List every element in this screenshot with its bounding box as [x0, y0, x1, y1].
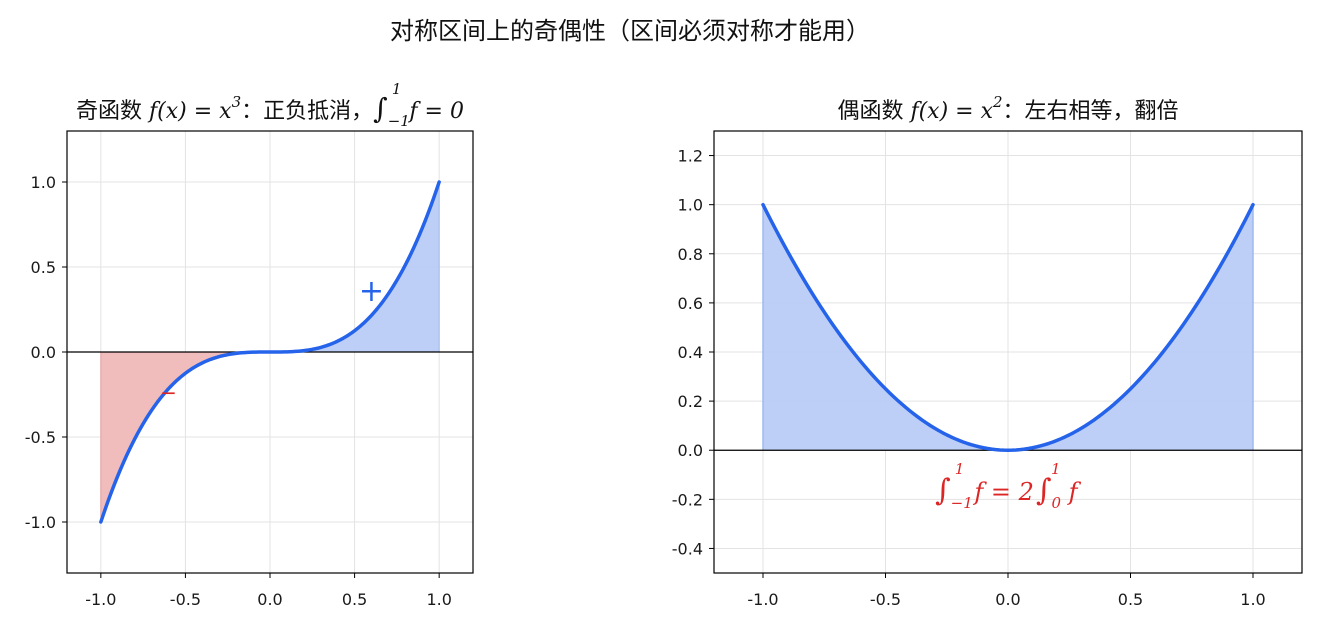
odd-curve [99, 180, 441, 524]
odd-title-suffix: ：正负抵消， [241, 99, 373, 124]
even-title-func: f(x) = x [908, 99, 993, 124]
even-ytick-label-7: 1.0 [678, 196, 703, 215]
odd-ytick-label-3: 0.5 [31, 258, 56, 277]
odd-title-exp: 3 [232, 93, 242, 111]
odd-xtick-label-3: 0.5 [342, 590, 367, 609]
even-xtick-label-2: 0.0 [995, 590, 1020, 609]
odd-function-chart: 奇函数 f(x) = x3：正负抵消，∫−1 1 f = 0 -1.0 -0.5 0.0… [25, 80, 474, 609]
even-ytick-label-2: 0.0 [678, 441, 703, 460]
ann-lhs-lower: −1 [951, 494, 973, 512]
even-xtick-label-0: -1.0 [747, 590, 778, 609]
even-xtick-label-4: 1.0 [1240, 590, 1265, 609]
odd-title-prefix: 奇函数 [76, 99, 149, 124]
odd-xtick-label-1: -0.5 [170, 590, 201, 609]
odd-chart-title: 奇函数 f(x) = x3：正负抵消，∫−1 1 f = 0 [76, 80, 464, 130]
odd-title-func: f(x) = x [147, 99, 232, 124]
odd-title-integral: ∫ [373, 92, 388, 125]
odd-positive-area [270, 182, 440, 352]
even-ytick-label-3: 0.2 [678, 392, 703, 411]
even-plot-area: -1.0 -0.5 0.0 0.5 1.0 -0.4 -0.2 0.0 0.2 0.4 0.6 0.8… [672, 130, 1303, 609]
ann-lhs-integral: ∫ [935, 473, 951, 508]
odd-ytick-label-4: 1.0 [31, 173, 56, 192]
even-ytick-label-5: 0.6 [678, 294, 703, 313]
odd-ytick-label-1: -0.5 [25, 428, 56, 447]
even-title-suffix: ：左右相等，翻倍 [1003, 99, 1179, 124]
odd-title-upper: 1 [392, 80, 402, 98]
odd-negative-area [100, 352, 270, 522]
ann-rhs-lower: 0 [1051, 494, 1061, 512]
figure-suptitle: 对称区间上的奇偶性（区间必须对称才能用） [390, 17, 870, 45]
even-title-prefix: 偶函数 [837, 99, 910, 124]
odd-ytick-label-0: -1.0 [25, 513, 56, 532]
ann-rhs-integral: ∫ [1036, 473, 1052, 508]
even-xtick-label-1: -0.5 [870, 590, 901, 609]
odd-xtick-label-4: 1.0 [426, 590, 451, 609]
ann-lhs-f: f = 2 [972, 478, 1034, 506]
even-curve [761, 202, 1255, 452]
ann-rhs-f: f [1067, 478, 1082, 506]
odd-plot-area: -1.0 -0.5 0.0 0.5 1.0 -1.0 -0.5 0.0 0.5 1.0 + − [25, 130, 474, 609]
even-ytick-label-1: -0.2 [672, 490, 703, 509]
even-title-exp: 2 [992, 93, 1003, 111]
odd-annotation-0: + [359, 274, 384, 309]
even-chart-title: 偶函数 f(x) = x2：左右相等，翻倍 [837, 93, 1178, 124]
odd-title-lower: −1 [388, 112, 410, 130]
ann-rhs-upper: 1 [1051, 460, 1061, 478]
even-ytick-label-6: 0.8 [678, 245, 703, 264]
even-function-chart: 偶函数 f(x) = x2：左右相等，翻倍 -1.0 -0.5 0.0 0.5 1.0-… [672, 93, 1303, 609]
even-integral-annotation: ∫−11f = 2∫01f [935, 460, 1082, 512]
odd-ytick-label-2: 0.0 [31, 343, 56, 362]
even-xtick-label-3: 0.5 [1118, 590, 1143, 609]
ann-lhs-upper: 1 [955, 460, 965, 478]
odd-title-tail: f = 0 [407, 99, 464, 124]
even-ytick-label-4: 0.4 [678, 343, 703, 362]
even-ytick-label-0: -0.4 [672, 539, 703, 558]
odd-xtick-label-2: 0.0 [257, 590, 282, 609]
odd-xtick-label-0: -1.0 [85, 590, 116, 609]
even-ytick-label-8: 1.2 [678, 147, 703, 166]
odd-annotation-1: − [160, 380, 177, 404]
